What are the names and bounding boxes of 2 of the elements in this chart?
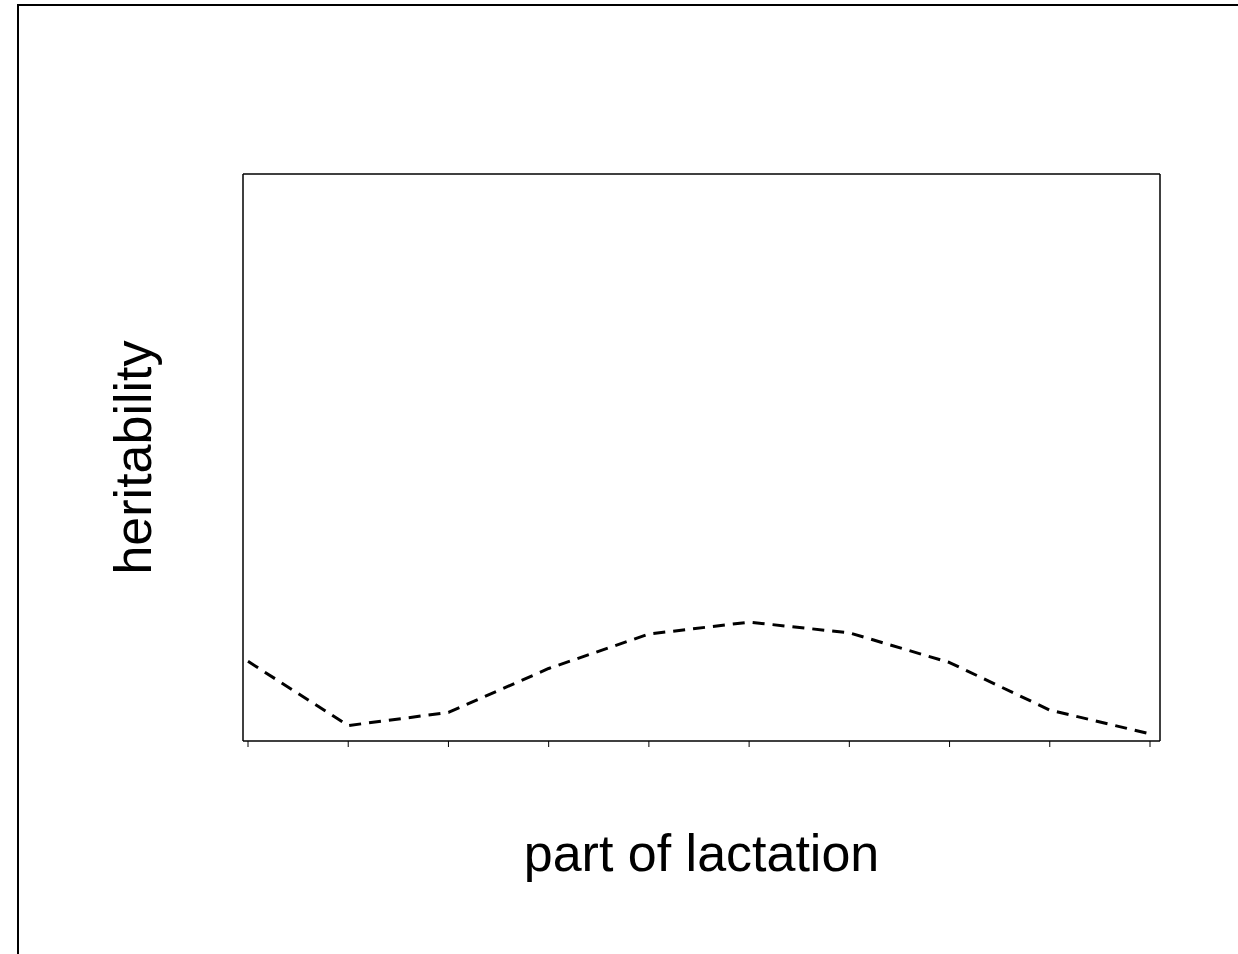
- y-axis-title: heritability: [104, 340, 163, 575]
- x-axis-title: part of lactation: [523, 824, 880, 882]
